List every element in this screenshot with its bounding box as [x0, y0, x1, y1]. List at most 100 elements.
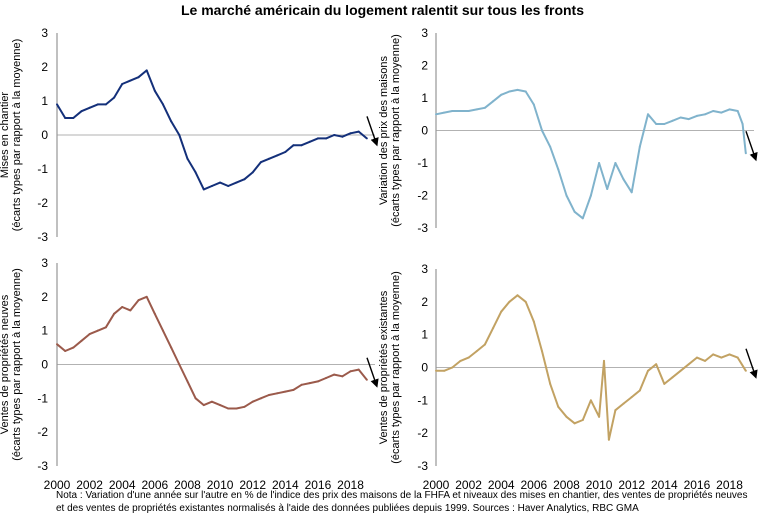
data-point — [459, 359, 462, 362]
data-point — [64, 349, 67, 352]
y-tick-label: 1 — [41, 94, 48, 108]
y-tick-label: 2 — [421, 59, 428, 73]
trend-arrow — [745, 131, 758, 162]
x-tick-label: 2000 — [44, 478, 71, 492]
data-point — [492, 100, 495, 103]
data-point — [744, 152, 747, 155]
data-point — [64, 117, 67, 119]
x-tick-label: 2016 — [684, 478, 711, 492]
data-point — [333, 134, 336, 136]
series-line — [56, 69, 368, 191]
data-point — [532, 103, 535, 106]
data-point — [451, 366, 454, 369]
data-point — [316, 380, 319, 383]
data-point — [56, 103, 58, 106]
data-point — [679, 116, 682, 119]
y-tick-label: 0 — [41, 358, 48, 372]
data-point — [736, 356, 739, 359]
y-tick-label: 2 — [421, 295, 428, 309]
data-point — [589, 399, 592, 402]
data-point — [357, 130, 360, 133]
data-point — [630, 396, 633, 399]
data-point — [153, 89, 156, 92]
data-point — [227, 185, 230, 187]
data-point — [268, 157, 270, 160]
data-point — [443, 111, 446, 114]
data-point — [365, 378, 368, 381]
data-point — [565, 415, 568, 418]
data-point — [492, 327, 495, 330]
y-tick-label: 1 — [421, 91, 428, 105]
data-point — [349, 132, 352, 135]
data-point — [647, 369, 649, 372]
data-point — [663, 123, 666, 125]
data-point — [581, 217, 584, 220]
y-tick-label: 0 — [421, 124, 428, 138]
data-point — [622, 402, 625, 405]
data-point — [129, 79, 132, 82]
data-point — [557, 168, 560, 171]
data-point — [251, 171, 254, 174]
data-point — [728, 108, 731, 111]
data-point — [744, 369, 747, 372]
data-point — [202, 404, 205, 407]
data-point — [655, 363, 658, 366]
trend-arrow — [745, 348, 758, 379]
y-tick-label: -2 — [417, 426, 428, 440]
data-point — [121, 83, 124, 85]
data-point — [202, 188, 205, 191]
x-tick-label: 2018 — [716, 478, 743, 492]
data-point — [581, 419, 584, 422]
trend-arrow — [366, 116, 379, 147]
data-point — [516, 88, 519, 91]
data-point — [104, 326, 107, 329]
series-line — [56, 295, 368, 410]
x-tick-label: 2004 — [109, 478, 136, 492]
data-point — [145, 69, 148, 72]
data-point — [483, 106, 486, 109]
data-point — [341, 135, 344, 138]
data-point — [541, 350, 543, 353]
data-point — [663, 382, 666, 385]
y-tick-label: 1 — [41, 324, 48, 338]
data-point — [137, 299, 140, 302]
data-point — [292, 144, 295, 147]
x-tick-label: 2010 — [207, 478, 234, 492]
data-point — [671, 119, 674, 122]
y-tick-label: -1 — [417, 393, 428, 407]
data-point — [153, 312, 156, 315]
data-point — [145, 295, 148, 298]
y-tick-label: 1 — [421, 328, 428, 342]
data-point — [614, 409, 617, 412]
data-point — [88, 106, 91, 109]
data-point — [467, 356, 470, 359]
data-point — [475, 108, 478, 111]
y-tick-label: -2 — [417, 189, 428, 203]
data-point — [573, 210, 576, 213]
x-tick-label: 2010 — [586, 478, 613, 492]
y-tick-label: 3 — [41, 256, 48, 270]
data-point — [235, 407, 238, 410]
data-point — [614, 162, 617, 164]
y-tick-label: 3 — [41, 26, 48, 40]
y-tick-label: -3 — [417, 221, 428, 235]
data-point — [227, 407, 230, 410]
data-point — [728, 353, 731, 356]
x-tick-label: 2018 — [337, 478, 364, 492]
x-tick-label: 2004 — [488, 478, 515, 492]
data-point — [243, 405, 246, 408]
data-point — [259, 161, 262, 164]
x-tick-label: 2006 — [520, 478, 547, 492]
data-point — [170, 346, 173, 349]
data-point — [475, 350, 478, 353]
data-point — [308, 382, 311, 385]
data-point — [606, 188, 609, 190]
y-axis-label-units: (écarts types par rapport à la moyenne) — [11, 39, 23, 232]
data-point — [308, 140, 311, 143]
data-point — [589, 194, 592, 197]
y-axis-label: Ventes de propriétés neuves — [0, 294, 11, 434]
y-tick-label: -1 — [37, 391, 48, 405]
data-point — [162, 103, 164, 106]
y-tick-label: 0 — [41, 128, 48, 142]
data-point — [508, 300, 511, 303]
